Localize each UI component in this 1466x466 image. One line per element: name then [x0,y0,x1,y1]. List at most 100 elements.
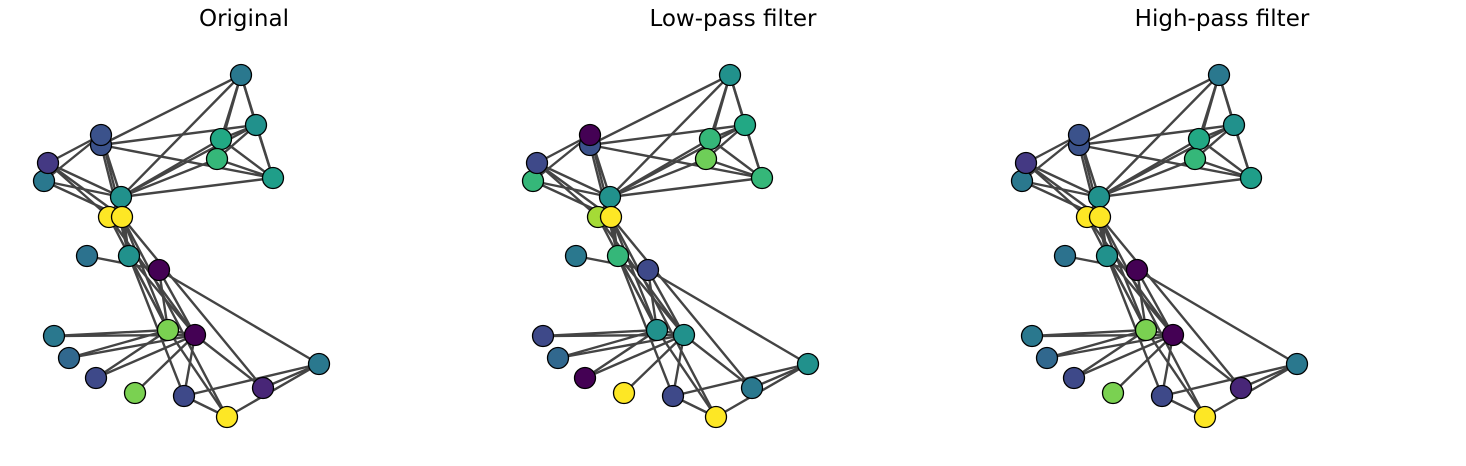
graph-edge [134,334,196,394]
graph-low-pass [521,63,820,429]
graph-edge [120,74,242,198]
graph-node [1193,405,1217,429]
graph-node [205,147,229,171]
graph-node [123,381,147,405]
graph-node [1285,352,1309,376]
graph-edge [1078,123,1235,147]
graph-edge [536,162,599,218]
graph-edge [1021,179,1100,199]
graph-edge [1078,73,1220,147]
panel-title-low-pass: Low-pass filter [649,6,817,32]
graph-edge [120,176,274,199]
graph-edge [1161,362,1298,398]
graph-edge [183,362,320,398]
graph-node [636,258,660,282]
graph-node [1095,244,1119,268]
graph-edge [647,268,809,366]
graph-node [147,258,171,282]
graph-edge [609,176,763,199]
graph-edge [47,162,110,218]
graph-node [698,127,722,151]
graph-node [109,185,133,209]
graph-edge [609,74,731,198]
graph-node [1229,376,1253,400]
graph-edge [584,333,685,380]
graph-edge [1073,329,1147,379]
graph-edge [616,255,675,397]
graph-node [740,376,764,400]
graph-node [1134,318,1158,342]
graph-edge [609,216,718,418]
graph-edge [1098,157,1196,199]
graph-edge [121,216,264,389]
graph-original [32,63,331,429]
panel-low-pass: Low-pass filter [489,0,977,466]
graph-edge [100,123,257,147]
graph-edge [1025,162,1088,218]
graph-node [564,244,588,268]
graph-node [661,384,685,408]
graph-node [307,352,331,376]
graph-node [1053,244,1077,268]
graph-node [1187,127,1211,151]
graph-node [1101,381,1125,405]
graph-node [1010,169,1034,193]
graph-node [1161,323,1185,347]
graph-node [75,244,99,268]
graph-edge [1073,333,1174,380]
graph-node [84,366,108,390]
graph-edge [1105,255,1164,397]
graph-edge [120,123,257,199]
graph-edge [120,216,229,418]
panel-high-pass: High-pass filter [978,0,1466,466]
graph-high-pass [1010,63,1309,429]
graph-node [1035,346,1059,370]
graph-node [718,63,742,87]
graph-node [1062,366,1086,390]
graph-edge [1098,176,1252,199]
graph-node [89,123,113,147]
graph-edge [95,333,196,380]
panel-title-original: Original [198,6,289,32]
graph-edge [646,269,686,336]
graph-node [1020,324,1044,348]
graph-edge [1098,123,1235,199]
graph-edge [127,255,170,331]
graph-edge [47,161,122,199]
graph-edge [609,123,746,199]
graph-edge [158,268,320,366]
graph-node [606,244,630,268]
graph-edge [1145,329,1206,418]
graph-edge [95,329,169,379]
graph-edge [120,157,218,199]
graph-node [796,352,820,376]
graph-node [598,185,622,209]
graph-edge [1098,216,1207,418]
graph-node [672,323,696,347]
graph-node [1067,123,1091,147]
graph-node [57,346,81,370]
graph-edge [167,329,228,418]
graph-edge [100,73,242,147]
graph-node [261,166,285,190]
graph-node [1087,185,1111,209]
graph-node [36,151,60,175]
graph-node [110,205,134,229]
graph-edge [127,255,186,397]
graph-node [694,147,718,171]
graph-node [612,381,636,405]
graph-node [251,376,275,400]
panel-title-high-pass: High-pass filter [1134,6,1310,32]
graph-node [209,127,233,151]
graph-edge [1135,269,1175,336]
graph-node [525,151,549,175]
graph-node [229,63,253,87]
graph-node [42,324,66,348]
graph-edge [1136,268,1298,366]
graph-node [573,366,597,390]
graph-node [1088,205,1112,229]
graph-node [733,113,757,137]
graph-node [546,346,570,370]
graph-edge [1025,161,1100,199]
graph-edge [157,269,197,336]
